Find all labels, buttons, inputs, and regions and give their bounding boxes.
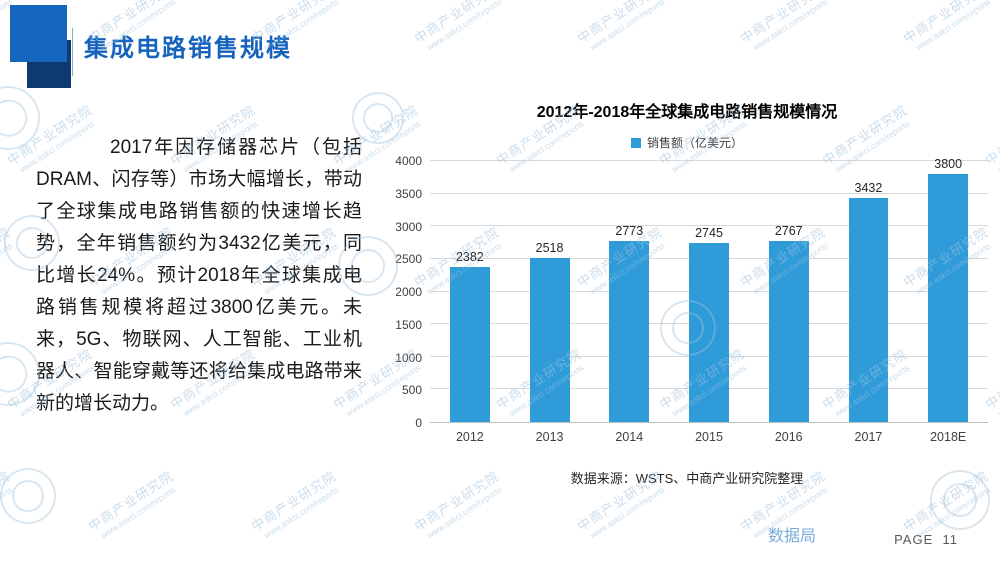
watermark-text: 中商产业研究院 www.askci.com/reports <box>0 213 32 308</box>
bar-value-label: 3800 <box>934 157 963 172</box>
body-paragraph: 2017年因存储器芯片（包括DRAM、闪存等）市场大幅增长，带动了全球集成电路销… <box>36 137 362 414</box>
x-tick-label: 2014 <box>615 430 644 444</box>
bar-2015: 2745 <box>689 226 729 422</box>
plot-wrapper: 0 500 1000 1500 2000 2500 3000 3500 4000 2382 251… <box>386 154 988 430</box>
y-tick-label: 4000 <box>395 154 422 168</box>
gridline <box>430 160 988 161</box>
bar-value-label: 2745 <box>695 225 723 240</box>
y-tick-label: 0 <box>415 416 422 430</box>
watermark-text: 中商产业研究院 www.askci.com/reports <box>723 0 848 64</box>
y-tick-label: 500 <box>401 383 422 398</box>
watermark-text: 中商产业研究院 www.askci.com/reports <box>397 0 522 64</box>
gridline <box>430 192 988 194</box>
chart-legend: 销售额（亿美元） <box>386 134 988 151</box>
watermark-line2: www.askci.com/reports <box>0 240 15 297</box>
watermark-line1: 中商产业研究院 <box>0 468 14 535</box>
legend-swatch-icon <box>630 137 641 148</box>
bar-value-label: 2518 <box>535 240 564 255</box>
y-tick-label: 2500 <box>395 252 422 267</box>
bar-chart: 2012年-2018年全球集成电路销售规模情况 销售额（亿美元） 0 500 100… <box>386 98 988 487</box>
watermark-text: 中商产业研究院 www.askci.com/reports <box>0 457 32 552</box>
watermark-text: 中商产业研究院 www.askci.com/reports <box>560 0 685 64</box>
watermark-line2: www.askci.com/reports <box>261 484 341 541</box>
page-label: PAGE <box>894 532 934 547</box>
page-number: 11 <box>942 532 958 547</box>
bar-2018E: 3800 <box>928 157 969 422</box>
watermark-line1: 中商产业研究院 <box>900 0 992 47</box>
x-tick-label: 2018E <box>930 430 967 444</box>
watermark-text: 中商产业研究院 www.askci.com/reports <box>234 457 359 552</box>
watermark-line2: www.askci.com/reports <box>750 0 830 53</box>
watermark-line1: 中商产业研究院 <box>0 224 14 291</box>
bar-2013: 2518 <box>529 241 570 422</box>
decor-square-blue <box>10 5 67 62</box>
bar-2017: 3432 <box>848 181 889 422</box>
chart-title: 2012年-2018年全球集成电路销售规模情况 <box>536 104 838 121</box>
y-axis: 0 500 1000 1500 2000 2500 3000 3500 4000 <box>386 154 430 430</box>
x-tick-label: 2015 <box>695 430 723 444</box>
bar-column: 2767 <box>749 161 829 422</box>
page-title: 集成电路销售规模 <box>84 35 292 62</box>
bar-column: 3432 <box>829 161 909 422</box>
watermark-line1: 中商产业研究院 <box>737 0 829 47</box>
x-tick-label: 2016 <box>774 430 803 444</box>
watermark-text: 中商产业研究院 www.askci.com/reports <box>886 0 1000 64</box>
y-tick-label: 1000 <box>395 350 422 365</box>
bar-column: 3800 <box>908 157 988 422</box>
y-tick-label: 2000 <box>395 285 422 299</box>
bar-value-label: 2773 <box>615 224 644 239</box>
x-tick-label: 2013 <box>535 430 564 444</box>
watermark-line1: 中商产业研究院 <box>248 468 340 535</box>
legend-label: 销售额（亿美元） <box>646 136 743 150</box>
plot-area: 2382 2518 2773 2745 2767 3432 3800 <box>430 157 988 423</box>
y-tick-label: 3000 <box>395 219 422 234</box>
watermark-line2: www.askci.com/reports <box>587 0 667 53</box>
watermark-line2: www.askci.com/reports <box>98 484 178 541</box>
watermark-logo-icon <box>0 457 67 535</box>
x-tick-label: 2017 <box>854 430 883 444</box>
y-tick-label: 1500 <box>395 317 422 332</box>
bar-2012: 2382 <box>449 250 490 422</box>
bar-column: 2745 <box>669 161 749 422</box>
bar-2014: 2773 <box>609 224 650 422</box>
bar-column: 2518 <box>510 161 590 422</box>
watermark-line1: 中商产业研究院 <box>574 0 666 47</box>
chart-source: 数据来源：WSTS、中商产业研究院整理 <box>570 471 804 486</box>
bar-value-label: 3432 <box>854 181 883 196</box>
bar-2016: 2767 <box>768 224 809 422</box>
watermark-line2: www.askci.com/reports <box>913 0 993 53</box>
x-tick-label: 2012 <box>455 430 484 444</box>
bar-value-label: 2767 <box>774 224 803 239</box>
watermark-line1: 中商产业研究院 <box>411 0 503 47</box>
watermark-line2: www.askci.com/reports <box>424 0 504 53</box>
bar-column: 2382 <box>430 161 510 422</box>
header-divider <box>72 28 73 76</box>
watermark-text: 中商产业研究院 www.askci.com/reports <box>71 457 196 552</box>
bar-column: 2773 <box>589 161 669 422</box>
watermark-line1: 中商产业研究院 <box>85 468 177 535</box>
x-axis: 2012 2013 2014 2015 2016 2017 2018E <box>430 430 988 444</box>
watermark-line2: www.askci.com/reports <box>0 484 15 541</box>
gridline <box>430 225 988 227</box>
bar-value-label: 2382 <box>455 249 484 264</box>
footer-brand: 数据局 <box>768 528 817 545</box>
page-indicator: PAGE 11 <box>894 532 958 547</box>
y-tick-label: 3500 <box>395 186 422 201</box>
